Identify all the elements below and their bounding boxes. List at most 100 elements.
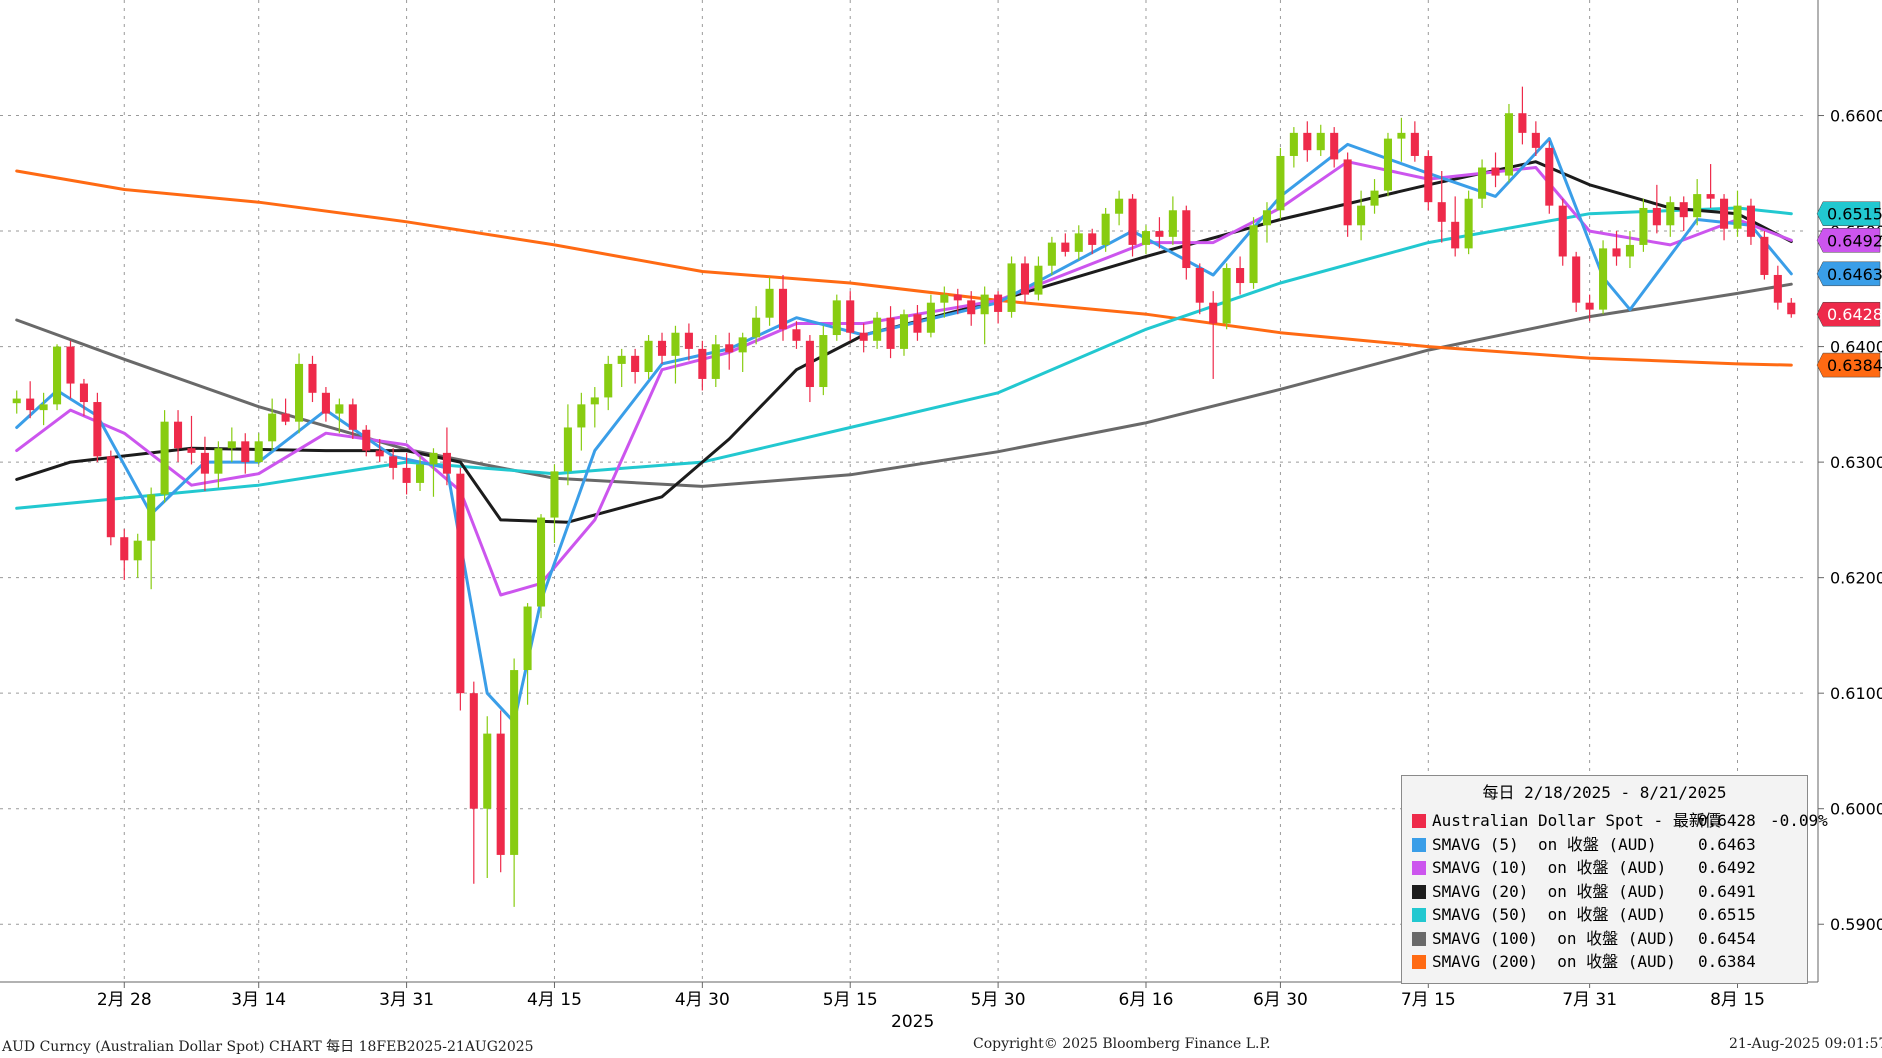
candle-body bbox=[415, 464, 425, 483]
candle-body bbox=[1007, 263, 1016, 312]
candle bbox=[1289, 127, 1298, 168]
candle-body bbox=[187, 448, 196, 453]
candle bbox=[805, 335, 814, 403]
candle bbox=[66, 340, 75, 399]
candle-body bbox=[1209, 302, 1218, 324]
candle bbox=[1760, 231, 1769, 280]
candle-body bbox=[1464, 198, 1473, 249]
candle bbox=[657, 332, 667, 364]
candle bbox=[698, 340, 707, 391]
candle-body bbox=[241, 441, 250, 463]
candle-body bbox=[214, 448, 223, 474]
candle bbox=[187, 415, 196, 465]
candle-body bbox=[1733, 205, 1742, 229]
candle bbox=[1168, 196, 1177, 245]
candle bbox=[1599, 240, 1608, 315]
candle-body bbox=[335, 404, 344, 414]
candle bbox=[590, 387, 599, 428]
candle bbox=[631, 348, 640, 384]
candle-body bbox=[1357, 205, 1366, 226]
candle bbox=[174, 410, 183, 463]
series-line-2 bbox=[15, 206, 1793, 510]
candle bbox=[469, 681, 478, 884]
candle bbox=[12, 390, 21, 414]
candle-body bbox=[456, 473, 465, 694]
candle bbox=[1182, 205, 1191, 280]
candle-body bbox=[281, 413, 290, 422]
legend-entry-value: 0.6463 bbox=[1698, 834, 1756, 854]
candle-body bbox=[174, 421, 183, 449]
candle-body bbox=[268, 413, 277, 442]
legend-swatch bbox=[1412, 884, 1426, 899]
candle bbox=[456, 467, 465, 711]
candle bbox=[1330, 127, 1339, 168]
candle bbox=[1370, 179, 1379, 214]
candle-body bbox=[1115, 198, 1124, 214]
candle bbox=[1141, 225, 1151, 255]
candle bbox=[1088, 228, 1097, 255]
candle bbox=[792, 321, 801, 349]
candle bbox=[1733, 190, 1742, 237]
candle-body bbox=[1047, 242, 1056, 266]
x-tick-label: 7月 31 bbox=[1562, 990, 1617, 1010]
candle bbox=[147, 487, 156, 590]
legend-entry: SMAVG (5) on 收盤 (AUD) 0.6463 bbox=[1412, 834, 1807, 856]
candle-body bbox=[994, 294, 1003, 312]
candle-body bbox=[1316, 132, 1325, 151]
candle bbox=[671, 325, 680, 384]
candle-body bbox=[1262, 210, 1272, 226]
candle bbox=[1504, 103, 1513, 183]
candle bbox=[254, 433, 263, 465]
candle-body bbox=[362, 429, 371, 451]
candle bbox=[940, 286, 949, 318]
candle-body bbox=[1693, 194, 1702, 218]
candle-body bbox=[1679, 202, 1688, 218]
price-badge-label: 0.6515 bbox=[1827, 205, 1882, 224]
candle bbox=[1410, 121, 1419, 162]
candle-body bbox=[805, 340, 814, 388]
legend-swatch bbox=[1412, 861, 1426, 875]
legend-title: 每日 2/18/2025 - 8/21/2025 bbox=[1482, 783, 1727, 802]
candle-body bbox=[254, 441, 263, 463]
candle-body bbox=[1478, 167, 1487, 199]
candle bbox=[93, 392, 102, 463]
candle-body bbox=[66, 346, 75, 384]
candle-body bbox=[1101, 213, 1110, 245]
candle-body bbox=[1572, 256, 1581, 303]
candle-body bbox=[792, 329, 801, 341]
legend-entry: SMAVG (50) on 收盤 (AUD) 0.6515 bbox=[1412, 904, 1807, 926]
candle-body bbox=[53, 346, 62, 405]
candle bbox=[1236, 256, 1245, 295]
candle bbox=[819, 325, 828, 396]
candle bbox=[1652, 184, 1661, 234]
candle bbox=[1074, 225, 1083, 260]
candle bbox=[1195, 263, 1204, 315]
legend-entry: SMAVG (20) on 收盤 (AUD) 0.6491 bbox=[1412, 881, 1807, 903]
candle bbox=[496, 710, 505, 873]
candle-body bbox=[375, 450, 384, 457]
candle bbox=[980, 286, 989, 345]
candle-body bbox=[631, 355, 640, 373]
candle-body bbox=[1639, 207, 1648, 245]
candle bbox=[214, 441, 223, 488]
candle bbox=[227, 427, 236, 463]
candle-body bbox=[1330, 132, 1339, 160]
candle bbox=[1047, 236, 1056, 275]
candle bbox=[1531, 121, 1540, 156]
candle-body bbox=[1195, 268, 1204, 303]
candle bbox=[604, 355, 613, 411]
candle-body bbox=[590, 397, 599, 405]
candle bbox=[241, 433, 250, 474]
candle bbox=[1115, 190, 1124, 226]
candle bbox=[308, 355, 317, 403]
candle bbox=[268, 398, 277, 451]
candle-body bbox=[1397, 132, 1406, 139]
footer-copyright: Copyright© 2025 Bloomberg Finance L.P. bbox=[973, 1036, 1271, 1052]
candle-body bbox=[321, 392, 330, 414]
legend-swatch bbox=[1412, 955, 1426, 969]
candle bbox=[120, 529, 129, 580]
candle bbox=[644, 335, 653, 379]
x-tick-label: 7月 15 bbox=[1401, 990, 1456, 1010]
candle bbox=[765, 277, 774, 326]
